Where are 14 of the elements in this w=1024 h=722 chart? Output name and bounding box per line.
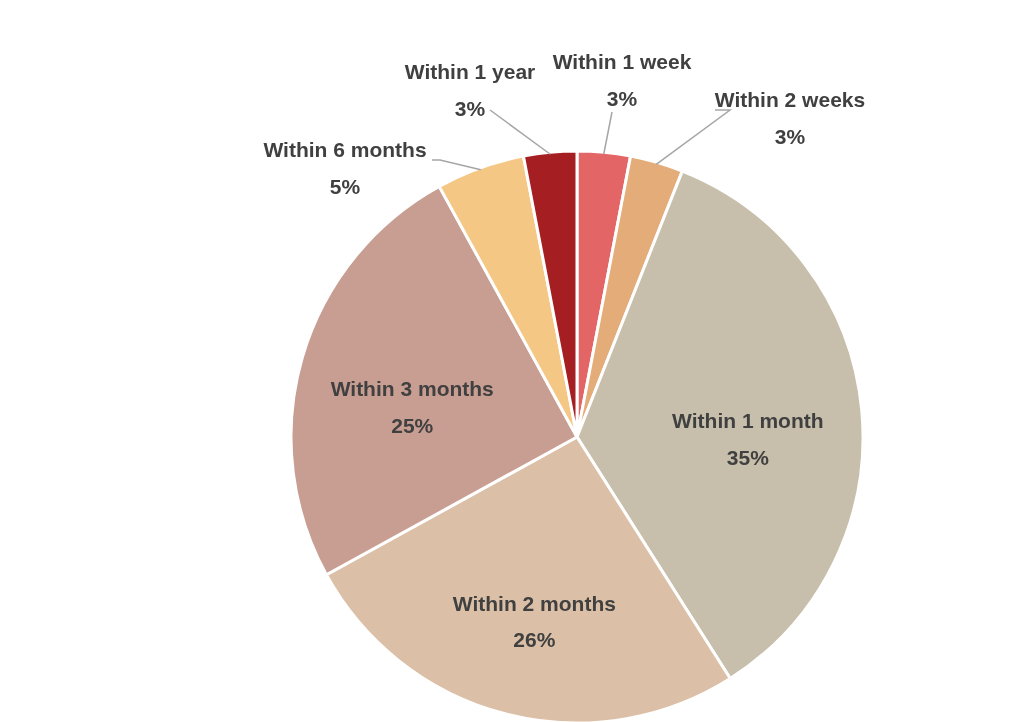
slice-label: Within 3 months: [330, 377, 494, 401]
slice-label: Within 1 month: [672, 409, 824, 433]
slice-label: Within 6 months: [263, 138, 427, 162]
data-label: 26%: [513, 628, 556, 652]
slice-label: Within 1 year: [404, 60, 536, 84]
data-label: 25%: [391, 414, 434, 438]
data-label: 5%: [329, 175, 361, 199]
slice-label: Within 2 months: [452, 591, 616, 615]
data-label: 3%: [774, 125, 806, 149]
slice-label: Within 1 week: [552, 50, 692, 74]
data-label: 3%: [606, 87, 638, 111]
data-label: 3%: [454, 97, 486, 121]
slice-label: Within 2 weeks: [714, 88, 866, 112]
data-label: 35%: [726, 445, 770, 469]
